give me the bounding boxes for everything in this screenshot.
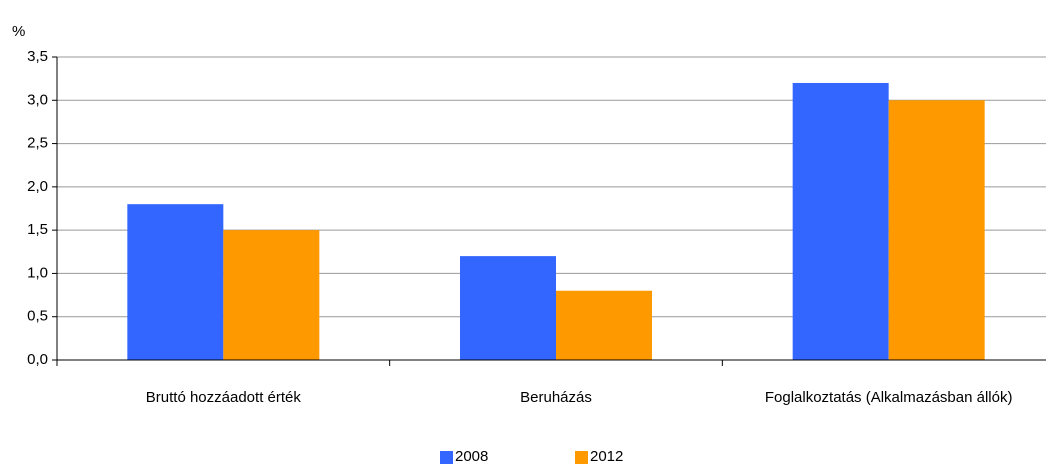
y-axis-label: % [12,23,25,40]
bar [556,290,652,360]
y-tick-label: 3,5 [27,48,48,65]
bar [223,230,320,360]
y-tick-label: 2,5 [27,135,48,152]
y-tick-label: 3,0 [27,91,48,108]
x-tick-label: Beruházás [520,389,592,406]
x-tick-label: Foglalkoztatás (Alkalmazásban állók) [765,389,1013,406]
legend-label: 2008 [455,448,488,465]
y-tick-label: 2,0 [27,178,48,195]
y-tick-label: 1,0 [27,264,48,281]
y-tick-label: 0,5 [27,308,48,325]
legend-swatch [440,451,453,464]
bar [888,100,985,361]
legend-label: 2012 [590,448,623,465]
bar [792,82,889,360]
bar [460,256,556,360]
y-tick-label: 0,0 [27,351,48,368]
bar [127,204,224,360]
legend-swatch [575,451,588,464]
x-tick-label: Bruttó hozzáadott érték [146,389,302,406]
y-tick-label: 1,5 [27,221,48,238]
